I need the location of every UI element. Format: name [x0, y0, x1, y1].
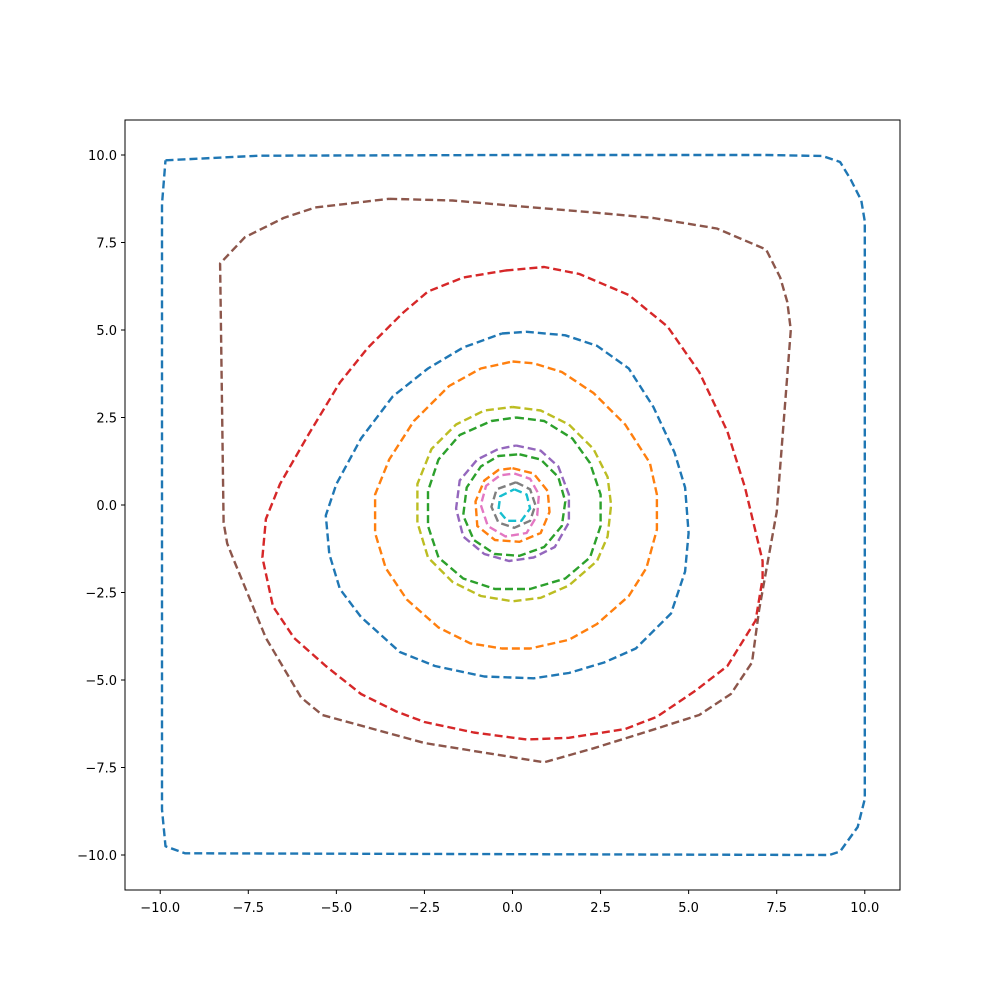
- x-tick-label: 7.5: [766, 901, 787, 916]
- x-tick-label: 10.0: [850, 901, 879, 916]
- x-tick-label: −5.0: [321, 901, 353, 916]
- contour-line-3: [261, 265, 764, 741]
- tick-layer: −10.0 −7.5 −5.0 −2.5 0.0 2.5 5.0 7.5 10.0 −10.0 −7…: [77, 149, 879, 916]
- y-tick-label: −10.0: [77, 849, 117, 864]
- contour-line-1: [160, 153, 866, 857]
- x-tick-label: 0.0: [502, 901, 523, 916]
- y-tick-label: −5.0: [85, 674, 117, 689]
- contour-line-8: [454, 444, 571, 563]
- x-tick-label: 5.0: [678, 901, 699, 916]
- contour-line-12: [490, 481, 537, 529]
- contour-line-11: [479, 472, 541, 538]
- contour-line-9: [462, 453, 567, 557]
- contour-line-7: [426, 416, 602, 591]
- y-tick-label: 5.0: [96, 324, 117, 339]
- y-tick-label: 0.0: [96, 499, 117, 514]
- x-tick-label: −2.5: [409, 901, 441, 916]
- contour-line-10: [474, 467, 551, 543]
- plot-frame: [124, 119, 901, 891]
- contour-line-6: [416, 405, 613, 603]
- y-tick-label: 7.5: [96, 237, 117, 252]
- y-tick-label: −7.5: [85, 762, 117, 777]
- contour-line-5: [373, 360, 659, 650]
- series-layer: [160, 153, 866, 857]
- x-tick-label: −10.0: [140, 901, 180, 916]
- contour-line-2: [218, 197, 792, 764]
- x-tick-label: 2.5: [590, 901, 611, 916]
- y-tick-label: 10.0: [88, 149, 117, 164]
- y-tick-label: 2.5: [96, 412, 117, 427]
- x-tick-label: −7.5: [233, 901, 265, 916]
- y-tick-label: −2.5: [85, 587, 117, 602]
- contour-line-4: [324, 330, 690, 680]
- contour-line-13: [497, 488, 532, 522]
